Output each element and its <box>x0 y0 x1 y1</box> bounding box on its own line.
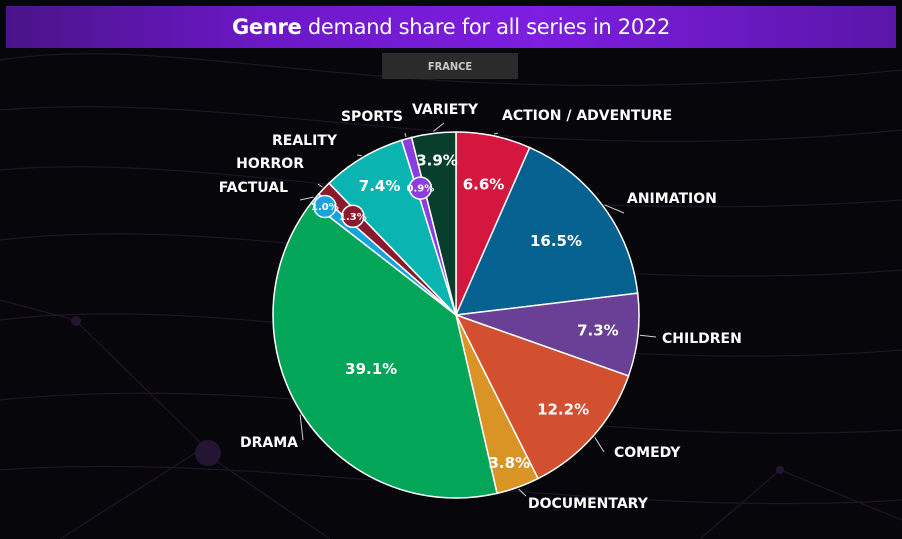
pct-badge <box>408 176 433 200</box>
pie-slices <box>272 131 640 499</box>
slice-value: 1.0% <box>311 202 339 213</box>
slice-label: DRAMA <box>240 435 298 451</box>
leader-line <box>356 154 362 157</box>
leader-line <box>493 132 499 135</box>
slice-label: ACTION / ADVENTURE <box>502 108 672 124</box>
title-bar: Genre demand share for all series in 202… <box>6 6 896 48</box>
slice-value: 7.3% <box>577 322 619 340</box>
leader-line <box>594 437 605 453</box>
chart-title: Genre demand share for all series in 202… <box>232 15 670 39</box>
leader-line <box>317 183 323 188</box>
leader-line <box>518 488 527 497</box>
slice-label: CHILDREN <box>662 331 742 347</box>
slice-label: REALITY <box>272 133 338 149</box>
slice-label: COMEDY <box>614 445 681 461</box>
leader-line <box>604 204 625 214</box>
title-rest: demand share for all series in 2022 <box>301 15 671 39</box>
title-bold: Genre <box>231 15 302 39</box>
leader-line <box>433 122 445 132</box>
leader-line <box>299 196 314 201</box>
slice-value: 3.8% <box>488 454 530 472</box>
slice-value: 6.6% <box>463 175 505 193</box>
slice-value: 0.9% <box>407 184 435 195</box>
slice-label: DOCUMENTARY <box>528 496 649 512</box>
slice-label: VARIETY <box>412 102 479 118</box>
leader-lines <box>299 122 657 497</box>
slice-value: 3.9% <box>416 152 458 170</box>
leader-line <box>404 132 407 138</box>
slice-value: 1.3% <box>339 212 367 223</box>
pct-badges: 6.6% 16.5% 7.3% 12.2% 3.8% 39.1% 1.0%1.3% 7.4% 0… <box>311 152 619 473</box>
slice-labels: ACTION / ADVENTURE ANIMATION CHILDREN COMED… <box>219 102 742 512</box>
slice-value: 7.4% <box>359 177 401 195</box>
pct-badge <box>313 194 337 219</box>
pie-slice-animation[interactable] <box>454 146 639 316</box>
leader-line <box>639 334 657 338</box>
pie-slice-comedy[interactable] <box>454 313 630 480</box>
pct-badge <box>341 204 365 229</box>
slice-label: SPORTS <box>341 109 403 125</box>
slice-value: 12.2% <box>537 400 589 418</box>
slice-value: 16.5% <box>530 232 582 250</box>
region-tab[interactable]: FRANCE <box>382 53 518 79</box>
slice-label: HORROR <box>236 156 304 172</box>
pie-slice-drama[interactable] <box>272 201 498 499</box>
slice-label: FACTUAL <box>219 180 288 196</box>
slice-label: ANIMATION <box>627 191 717 207</box>
leader-line <box>299 414 304 441</box>
slice-value: 39.1% <box>345 360 397 378</box>
